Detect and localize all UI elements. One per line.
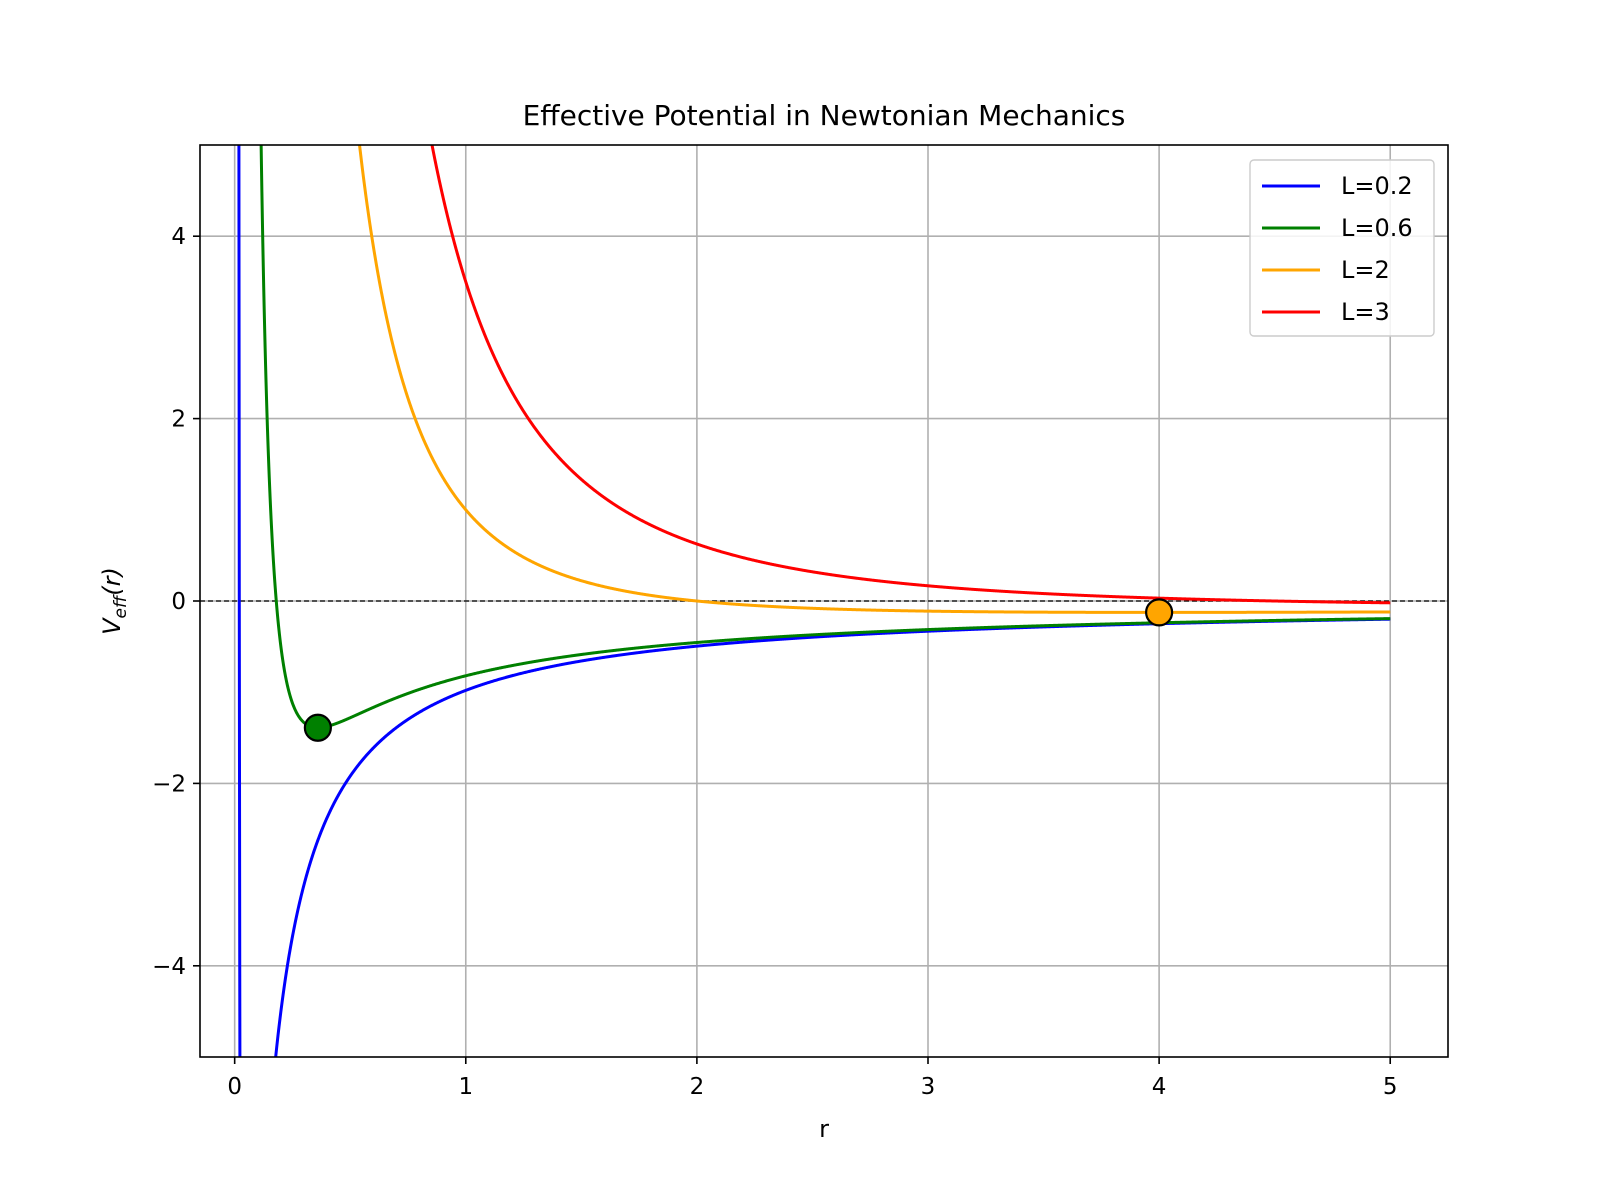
x-tick-label: 0 (227, 1074, 242, 1100)
series-layer (237, 145, 1391, 1057)
x-axis-label: r (819, 1115, 829, 1143)
marker-L=0.6 (303, 713, 332, 742)
x-tick-label: 2 (690, 1074, 705, 1100)
legend-label: L=2 (1341, 256, 1390, 284)
y-tick-label: 2 (171, 407, 186, 433)
series-line-L=3 (430, 145, 1391, 605)
y-axis-label-suffix: (r) (98, 567, 126, 596)
legend-frame (1249, 159, 1435, 337)
y-axis-label-main: V (98, 617, 126, 635)
y-tick-label: −2 (152, 771, 186, 797)
y-tick-label: 4 (171, 224, 186, 250)
legend-label: L=0.6 (1341, 214, 1413, 242)
legend-label: L=3 (1341, 298, 1390, 326)
y-axis-label-subscript: eff (111, 594, 131, 618)
chart-title: Effective Potential in Newtonian Mechani… (523, 99, 1126, 132)
marker-L=2 (1145, 598, 1174, 627)
x-tick-label: 5 (1383, 1074, 1398, 1100)
y-axis-ticks: −4 −2 0 2 4 (152, 224, 200, 980)
y-tick-label: 0 (171, 589, 186, 615)
x-axis-ticks: 0 1 2 3 4 5 (227, 1057, 1398, 1100)
series-line-L=2 (358, 145, 1391, 614)
marker-layer (303, 598, 1174, 742)
legend: L=0.2 L=0.6 L=2 L=3 (1249, 159, 1435, 337)
x-tick-label: 3 (921, 1074, 936, 1100)
x-tick-label: 4 (1152, 1074, 1167, 1100)
series-line-L=0.6 (259, 145, 1391, 730)
y-tick-label: −4 (152, 954, 186, 980)
x-tick-label: 1 (458, 1074, 473, 1100)
y-axis-label: Veff(r) (98, 567, 131, 635)
legend-label: L=0.2 (1341, 172, 1413, 200)
